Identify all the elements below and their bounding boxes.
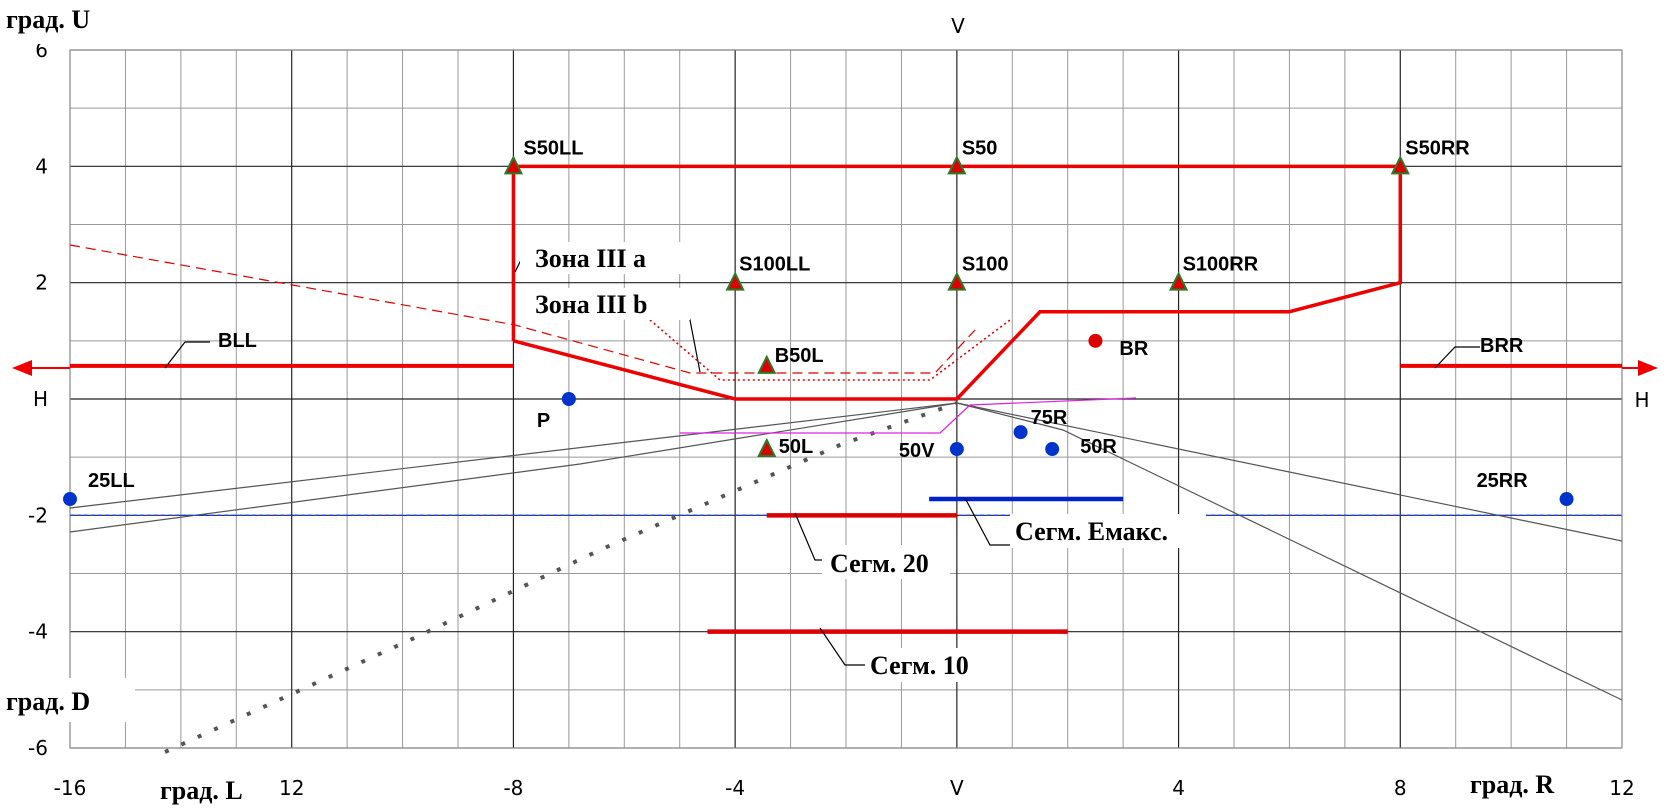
- point-25RR: [1559, 492, 1574, 507]
- y-tick-label: -2: [28, 503, 48, 527]
- data-points: [63, 155, 1574, 507]
- point-50L: [757, 437, 777, 458]
- point-S100LL: [725, 271, 745, 291]
- point-label-S50RR: S50RR: [1405, 137, 1470, 159]
- point-label-S50LL: S50LL: [523, 137, 583, 159]
- x-tick-label: 8: [1394, 776, 1407, 800]
- point-P: [561, 392, 576, 406]
- segm10-label-bg: [865, 648, 1005, 682]
- point-label-B50L: B50L: [775, 345, 824, 367]
- point-S50RR: [1390, 155, 1410, 175]
- point-label-50R: 50R: [1080, 436, 1117, 458]
- magenta-line: [680, 397, 1137, 434]
- arrow-right-icon: [1638, 360, 1658, 376]
- zone-a-dashed-line: [69, 244, 976, 374]
- point-label-BR: BR: [1119, 338, 1148, 360]
- leader-segm10: [819, 627, 865, 666]
- leader-emax: [964, 497, 1010, 546]
- point-BR: [1088, 333, 1103, 348]
- y-tick-label: -4: [28, 620, 48, 644]
- gray-line-right-1: [956, 402, 1623, 542]
- axis-title-up: град. U: [6, 5, 90, 34]
- emax-label-bg: [1010, 514, 1206, 548]
- gray-line-right-2: [956, 402, 1623, 701]
- point-label-25LL: 25LL: [88, 470, 135, 492]
- segment-label-segm-10: Сегм. 10: [870, 651, 969, 680]
- axis-title-down: град. D: [6, 687, 90, 716]
- x-tick-label: -4: [725, 776, 745, 800]
- point-S50: [947, 155, 967, 175]
- point-50V: [949, 442, 964, 457]
- point-label-S100: S100: [962, 254, 1009, 276]
- point-S100RR: [1168, 271, 1189, 291]
- zone-a-label-bg: [520, 242, 685, 274]
- plot-frame: [69, 49, 1623, 749]
- point-label-50L: 50L: [779, 436, 813, 458]
- y-tick-label: 4: [35, 154, 48, 178]
- gray-line-left-upper: [69, 402, 958, 509]
- point-label-S100LL: S100LL: [739, 254, 810, 276]
- gray-line-left-lower: [69, 402, 958, 533]
- point-label-50V: 50V: [899, 440, 935, 462]
- x-tick-label: V: [950, 776, 964, 800]
- zone-iii-boundary: [511, 164, 1403, 401]
- leader-lines: [164, 261, 1480, 666]
- point-label-S50: S50: [962, 137, 998, 159]
- zone-b-label-bg: [520, 288, 690, 320]
- bll-label: BLL: [218, 330, 257, 352]
- point-25LL: [63, 492, 77, 507]
- up-title-bg: [0, 0, 135, 44]
- leader-bll: [164, 341, 210, 369]
- segm20-label-bg: [822, 545, 950, 579]
- right-h-label: H: [1634, 388, 1649, 412]
- point-S100: [947, 271, 967, 291]
- axis-title-left: град. L: [160, 776, 243, 805]
- zone-b-dotted-line: [649, 319, 1011, 381]
- x-tick-label: 12: [279, 776, 304, 800]
- point-50R: [1045, 442, 1060, 457]
- y-tick-label: H: [33, 387, 48, 411]
- left-title-bg: [155, 768, 279, 806]
- x-tick-label: 12: [1609, 776, 1634, 800]
- segments: [707, 496, 1124, 634]
- x-tick-label: -16: [54, 776, 87, 800]
- top-v-label: V: [951, 14, 965, 38]
- right-title-bg: [1465, 768, 1589, 806]
- point-label-75R: 75R: [1031, 407, 1068, 429]
- segment-label-segm-emax: Сегм. Емакс.: [1015, 517, 1168, 546]
- point-B50L: [757, 354, 777, 374]
- segment-label-segm-20: Сегм. 20: [830, 549, 929, 578]
- zone-a-label: Зона III a: [535, 244, 646, 273]
- axis-title-right: град. R: [1470, 770, 1554, 799]
- leader-brr: [1434, 346, 1480, 369]
- point-label-P: P: [537, 410, 550, 432]
- y-tick-label: -6: [28, 736, 48, 760]
- y-tick-label: 2: [35, 271, 48, 295]
- brr-label: BRR: [1480, 335, 1524, 357]
- point-75R: [1013, 425, 1028, 440]
- down-title-bg: [0, 678, 135, 722]
- point-S50LL: [503, 155, 524, 175]
- x-tick-label: -8: [503, 776, 523, 800]
- x-tick-label: 4: [1172, 776, 1185, 800]
- point-label-S100RR: S100RR: [1183, 254, 1259, 276]
- cutoff-lines: [69, 244, 1623, 754]
- arrow-left-icon: [12, 360, 32, 376]
- point-label-25RR: 25RR: [1477, 470, 1529, 492]
- data-point-labels: S50LL S50 S50RR S100LL S100 S100RR B50L 50L BR P 5…: [88, 137, 1528, 492]
- x-tick-labels: -16 12 -8 -4 V 4 8 12: [54, 776, 1635, 800]
- zone-b-label: Зона III b: [535, 290, 648, 319]
